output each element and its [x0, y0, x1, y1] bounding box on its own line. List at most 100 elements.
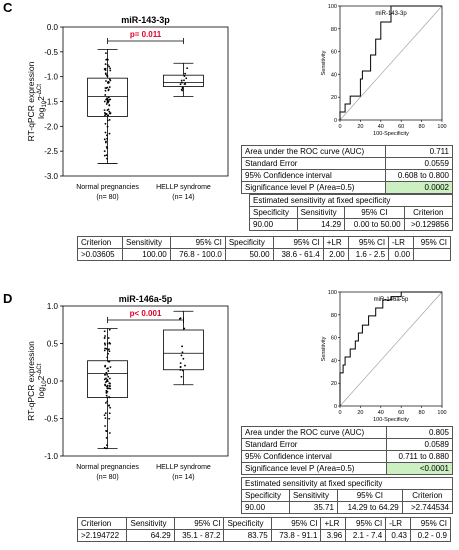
table-cell: 0.00 — [388, 248, 415, 261]
y-tick-label: -0.5 — [44, 48, 58, 57]
p-label: Significance level P (Area=0.5) — [240, 181, 387, 194]
auc-table-d: Area under the ROC curve (AUC) 0.805 Stan… — [241, 426, 454, 475]
data-point — [104, 131, 107, 134]
data-point — [105, 52, 107, 55]
table-row: 95% Confidence interval 0.711 to 0.880 — [241, 450, 454, 463]
data-point — [106, 387, 109, 390]
data-point — [106, 109, 109, 112]
table-cell: 50.00 — [224, 248, 274, 261]
data-point — [105, 371, 108, 374]
data-point — [179, 362, 182, 365]
col-header: 95% CI — [344, 206, 405, 219]
data-point — [103, 100, 106, 103]
auc-value: 0.805 — [385, 426, 454, 439]
table-cell: 100.00 — [122, 248, 171, 261]
table-cell: 0.2 - 0.9 — [409, 529, 452, 542]
criterion-table-d: Criterion Sensitivity 95% CI Specificity… — [76, 517, 452, 542]
col-header: +LR — [320, 517, 347, 530]
data-point — [108, 132, 111, 135]
table-cell: 35.71 — [288, 501, 338, 514]
data-point — [106, 378, 109, 381]
x-category-label: HELLP syndrome — [156, 464, 211, 471]
data-point — [105, 154, 108, 157]
data-point — [105, 58, 108, 61]
table-cell: 3.96 — [320, 529, 347, 542]
criterion-table-c: Criterion Sensitivity 95% CI Specificity… — [76, 236, 451, 261]
roc-d: miR-146a-5p002020404060608080100100100-S… — [321, 290, 447, 423]
table-cell: >2.744534 — [401, 501, 454, 514]
roc-curve — [339, 291, 442, 406]
data-point — [106, 444, 108, 446]
data-point — [108, 405, 110, 407]
data-point — [108, 377, 111, 380]
data-point — [181, 351, 184, 354]
ci-value: 0.711 to 0.880 — [385, 450, 454, 463]
data-point — [106, 356, 109, 359]
auc-label: Area under the ROC curve (AUC) — [241, 426, 387, 439]
auc-value: 0.711 — [385, 145, 453, 158]
table-row: Standard Error 0.0559 — [240, 157, 453, 170]
x-tick-label: 80 — [419, 124, 425, 130]
data-point — [104, 72, 107, 75]
se-value: 0.0589 — [385, 438, 454, 451]
y-tick-label: 20 — [331, 95, 337, 101]
col-header: Sensitivity — [122, 236, 171, 249]
data-point — [105, 140, 107, 143]
x-category-n: (n= 14) — [172, 194, 194, 201]
data-point — [107, 348, 110, 351]
table-cell: 83.75 — [223, 529, 272, 542]
data-point — [105, 436, 108, 439]
data-point — [106, 147, 109, 150]
y-tick-label: 20 — [331, 381, 337, 387]
sens-caption: Estimated sensitivity at fixed specifici… — [241, 477, 403, 490]
table-row: Specificity Sensitivity 95% CI Criterion — [241, 489, 454, 502]
col-header: 95% CI — [413, 236, 451, 249]
data-point — [105, 380, 108, 382]
data-point — [106, 384, 109, 387]
x-category-label: Normal pregnancies — [76, 464, 139, 471]
table-cell: 73.8 - 91.1 — [270, 529, 322, 542]
data-point — [106, 157, 108, 160]
roc-curve — [339, 5, 442, 120]
table-cell: 90.00 — [249, 218, 298, 231]
data-point — [106, 373, 109, 376]
col-header: Specificity — [224, 236, 274, 249]
data-point — [103, 342, 106, 345]
data-point — [109, 406, 112, 409]
y-tick-label: 0.0 — [47, 377, 59, 386]
data-point — [108, 432, 111, 434]
data-point — [105, 347, 108, 350]
y-tick-label: 0.5 — [47, 340, 59, 349]
data-point — [103, 414, 106, 417]
data-point — [179, 368, 182, 371]
table-cell: 38.6 - 61.4 — [272, 248, 324, 261]
data-point — [107, 367, 109, 370]
data-point — [105, 87, 108, 90]
panel-letter-c: C — [3, 0, 13, 15]
data-point — [103, 330, 106, 333]
table-cell: >0.129856 — [403, 218, 454, 231]
data-point — [104, 425, 106, 427]
col-header: Criterion — [76, 236, 124, 249]
data-point — [106, 137, 108, 140]
y-tick-label: 60 — [331, 50, 337, 56]
y-tick-label: 0.0 — [47, 23, 59, 32]
y-tick-label: 100 — [328, 4, 337, 10]
data-point — [106, 400, 109, 403]
y-tick-label: -1.0 — [44, 73, 58, 82]
table-cell: 14.29 to 64.29 — [336, 501, 403, 514]
boxplot-c: miR-143-3p 0.0 -0.5 -1.0 -1.5 -2.0 -2.5 -3.0 RT-… — [26, 15, 229, 201]
data-point — [179, 83, 182, 86]
col-header: Sensitivity — [296, 206, 346, 219]
data-point — [105, 80, 107, 82]
se-label: Standard Error — [240, 157, 387, 170]
table-cell — [413, 248, 451, 261]
table-cell: 0.00 to 50.00 — [344, 218, 405, 231]
roc-frame — [339, 291, 443, 407]
data-point — [103, 446, 106, 449]
sens-table-c: Estimated sensitivity at fixed specifici… — [249, 194, 454, 231]
data-point — [186, 67, 189, 70]
x-tick-label: 60 — [398, 124, 404, 130]
data-point — [104, 112, 107, 115]
